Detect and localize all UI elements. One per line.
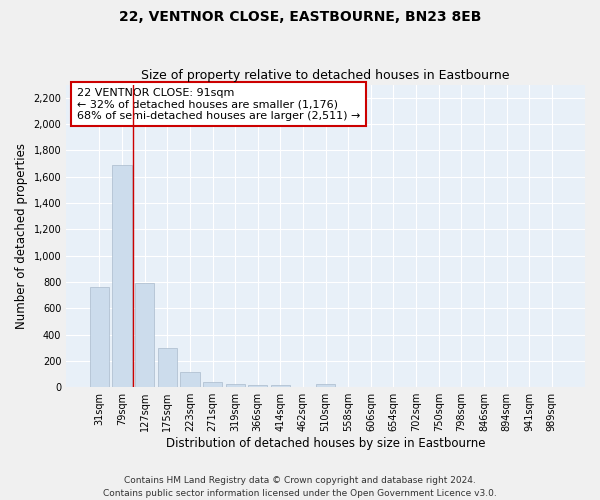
Bar — [271, 384, 290, 387]
Bar — [226, 384, 245, 387]
Text: Contains HM Land Registry data © Crown copyright and database right 2024.
Contai: Contains HM Land Registry data © Crown c… — [103, 476, 497, 498]
Bar — [203, 382, 222, 387]
Y-axis label: Number of detached properties: Number of detached properties — [15, 143, 28, 329]
Text: 22, VENTNOR CLOSE, EASTBOURNE, BN23 8EB: 22, VENTNOR CLOSE, EASTBOURNE, BN23 8EB — [119, 10, 481, 24]
Bar — [112, 165, 132, 387]
Bar — [135, 282, 154, 387]
Text: 22 VENTNOR CLOSE: 91sqm
← 32% of detached houses are smaller (1,176)
68% of semi: 22 VENTNOR CLOSE: 91sqm ← 32% of detache… — [77, 88, 360, 121]
Bar — [90, 287, 109, 387]
Title: Size of property relative to detached houses in Eastbourne: Size of property relative to detached ho… — [142, 69, 510, 82]
Bar — [316, 384, 335, 387]
X-axis label: Distribution of detached houses by size in Eastbourne: Distribution of detached houses by size … — [166, 437, 485, 450]
Bar — [248, 384, 268, 387]
Bar — [158, 348, 177, 387]
Bar — [181, 372, 200, 387]
